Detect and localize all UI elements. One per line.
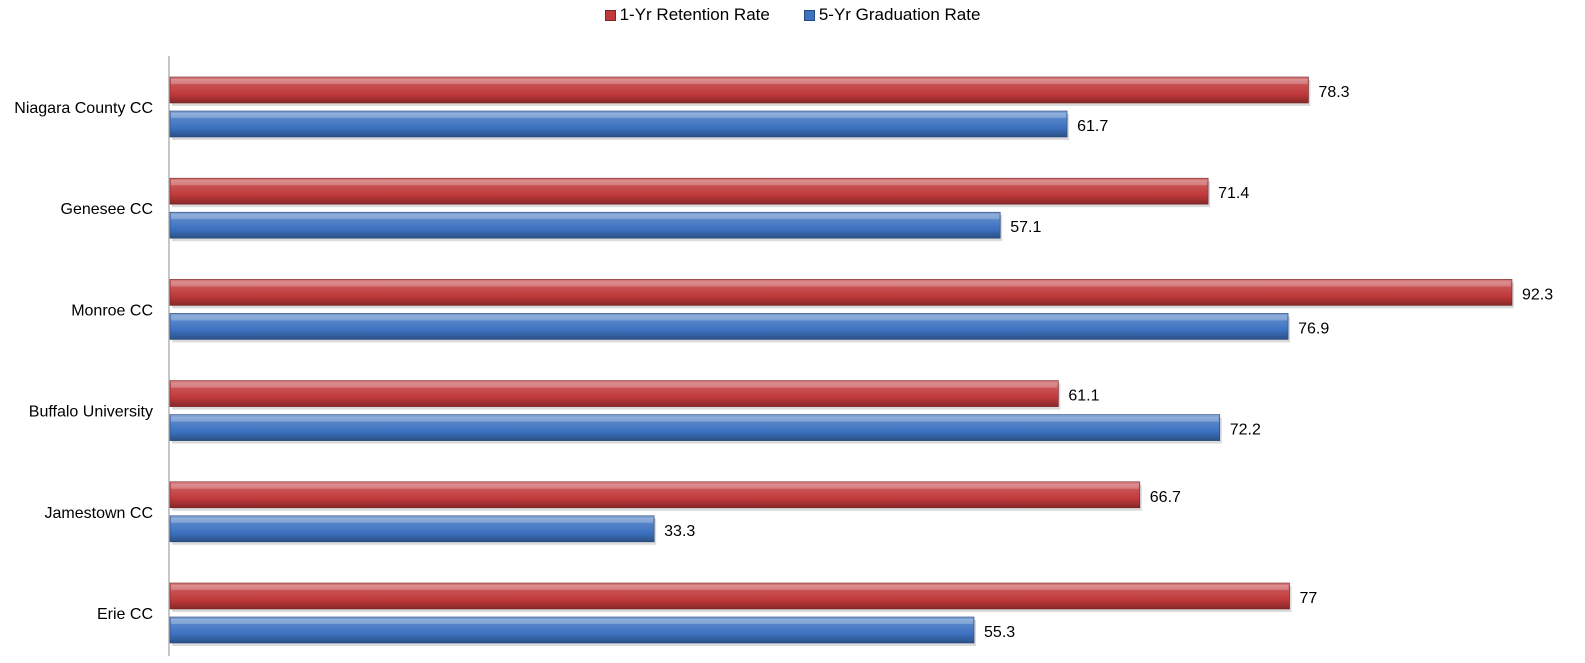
bar-highlight [171,79,1308,84]
bar-highlight [171,416,1219,422]
bar-highlight [171,382,1058,388]
chart-legend: 1-Yr Retention Rate 5-Yr Graduation Rate [0,5,1585,25]
data-label-1-yr-retention-rate-genesee-cc: 71.4 [1218,185,1249,202]
legend-label-retention: 1-Yr Retention Rate [619,5,770,24]
legend-item-graduation: 5-Yr Graduation Rate [803,5,981,25]
bar-1-yr-retention-rate-erie-cc [169,582,1290,610]
bar-1-yr-retention-rate-genesee-cc [169,177,1209,205]
bar-5-yr-graduation-rate-monroe-cc [169,313,1289,340]
data-label-1-yr-retention-rate-jamestown-cc: 66.7 [1150,489,1181,506]
category-label-niagara-county-cc: Niagara County CC [14,100,153,117]
legend-swatch-graduation [803,9,815,21]
bar-5-yr-graduation-rate-erie-cc [169,616,975,644]
data-label-5-yr-graduation-rate-jamestown-cc: 33.3 [664,523,695,540]
data-label-5-yr-graduation-rate-buffalo-university: 72.2 [1230,422,1261,439]
bar-highlight [171,180,1208,186]
bar-highlight [171,214,1000,220]
legend-swatch-retention [604,9,616,21]
data-label-1-yr-retention-rate-erie-cc: 77 [1300,590,1318,607]
bar-5-yr-graduation-rate-jamestown-cc [169,515,655,543]
category-label-genesee-cc: Genesee CC [61,201,154,218]
category-label-buffalo-university: Buffalo University [29,404,153,421]
category-label-erie-cc: Erie CC [97,606,153,623]
legend-label-graduation: 5-Yr Graduation Rate [818,5,981,24]
bar-5-yr-graduation-rate-niagara-county-cc [169,110,1068,138]
data-label-1-yr-retention-rate-monroe-cc: 92.3 [1522,286,1553,303]
data-label-5-yr-graduation-rate-genesee-cc: 57.1 [1010,219,1041,236]
data-label-1-yr-retention-rate-buffalo-university: 61.1 [1068,388,1099,405]
bar-highlight [171,585,1289,590]
bar-5-yr-graduation-rate-genesee-cc [169,211,1001,239]
bar-1-yr-retention-rate-niagara-county-cc [169,76,1309,104]
data-label-1-yr-retention-rate-niagara-county-cc: 78.3 [1318,84,1349,101]
category-label-monroe-cc: Monroe CC [71,302,153,319]
bar-highlight [171,315,1288,321]
bar-5-yr-graduation-rate-buffalo-university [169,414,1221,441]
bar-highlight [171,517,654,523]
data-label-5-yr-graduation-rate-monroe-cc: 76.9 [1298,320,1329,337]
bar-highlight [171,113,1067,118]
bar-1-yr-retention-rate-jamestown-cc [169,481,1141,509]
bar-highlight [171,619,974,624]
bar-1-yr-retention-rate-buffalo-university [169,380,1059,407]
data-label-5-yr-graduation-rate-niagara-county-cc: 61.7 [1077,118,1108,135]
legend-item-retention: 1-Yr Retention Rate [604,5,770,25]
bar-1-yr-retention-rate-monroe-cc [169,279,1513,306]
bar-highlight [171,483,1139,489]
data-label-5-yr-graduation-rate-erie-cc: 55.3 [984,624,1015,641]
bar-highlight [171,281,1511,287]
category-label-jamestown-cc: Jamestown CC [45,505,153,522]
